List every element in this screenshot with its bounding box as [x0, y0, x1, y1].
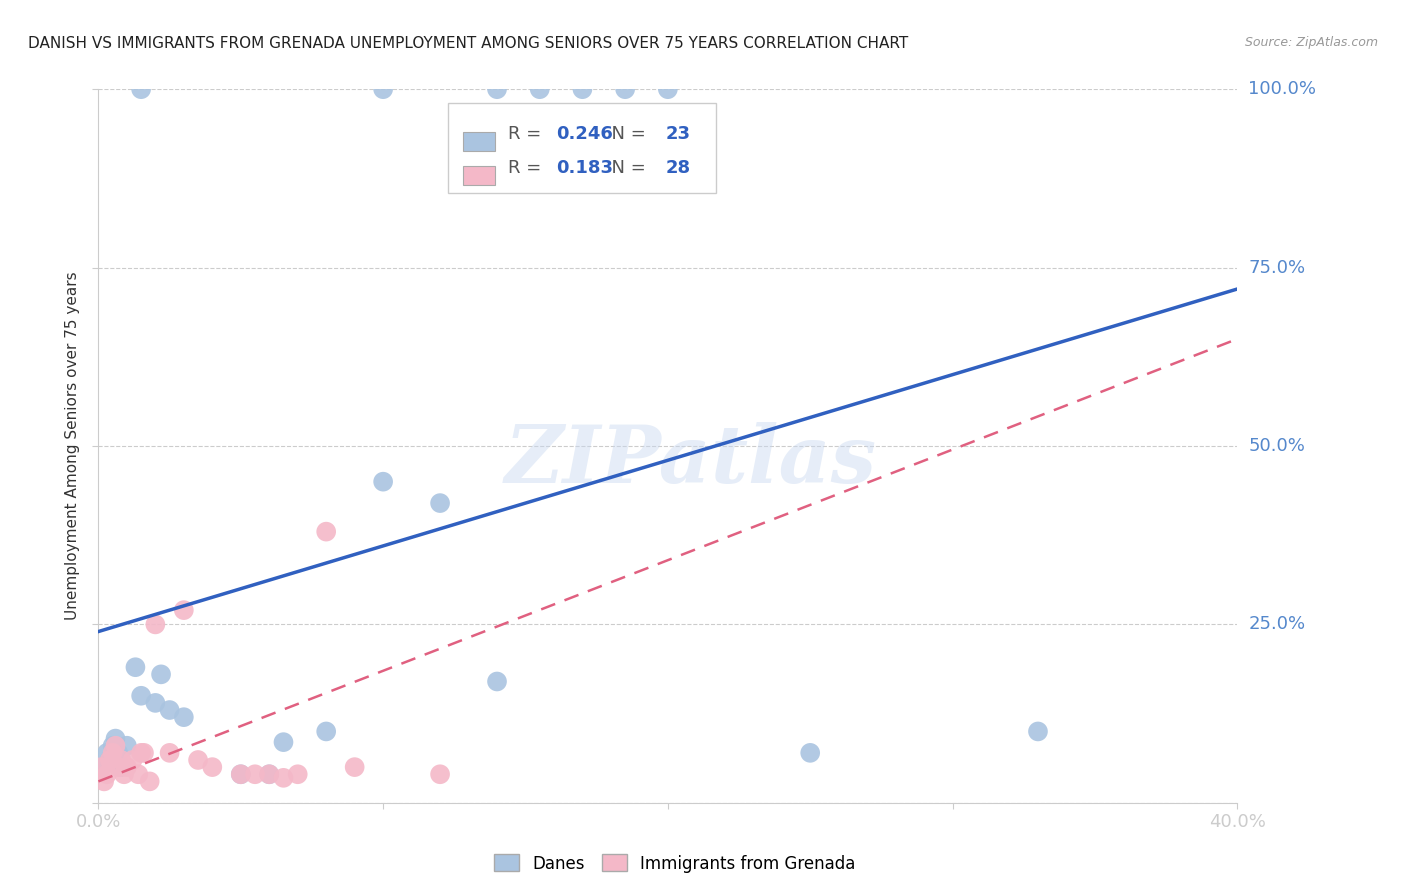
Point — [429, 496, 451, 510]
Point — [121, 753, 143, 767]
Text: 75.0%: 75.0% — [1249, 259, 1306, 277]
Point — [486, 674, 509, 689]
Text: 0.246: 0.246 — [557, 125, 613, 143]
Point — [571, 82, 593, 96]
Point — [201, 760, 224, 774]
Point — [229, 767, 252, 781]
Point — [110, 760, 132, 774]
Point — [98, 753, 121, 767]
Point — [150, 667, 173, 681]
Point — [1026, 724, 1049, 739]
Point — [259, 767, 281, 781]
Y-axis label: Unemployment Among Seniors over 75 years: Unemployment Among Seniors over 75 years — [65, 272, 80, 620]
Point — [127, 767, 149, 781]
Point — [107, 760, 129, 774]
Text: Source: ZipAtlas.com: Source: ZipAtlas.com — [1244, 36, 1378, 49]
Point — [273, 735, 295, 749]
Point — [315, 524, 337, 539]
Point — [101, 739, 124, 753]
Text: 100.0%: 100.0% — [1249, 80, 1316, 98]
Text: DANISH VS IMMIGRANTS FROM GRENADA UNEMPLOYMENT AMONG SENIORS OVER 75 YEARS CORRE: DANISH VS IMMIGRANTS FROM GRENADA UNEMPL… — [28, 36, 908, 51]
Point — [115, 739, 138, 753]
Point — [101, 746, 124, 760]
Point — [229, 767, 252, 781]
Text: 0.183: 0.183 — [557, 159, 613, 177]
Text: N =: N = — [599, 125, 651, 143]
Text: 23: 23 — [665, 125, 690, 143]
Point — [259, 767, 281, 781]
Point — [96, 767, 118, 781]
Text: 28: 28 — [665, 159, 690, 177]
Point — [486, 82, 509, 96]
Point — [657, 82, 679, 96]
Point — [243, 767, 266, 781]
Point — [429, 767, 451, 781]
Point — [614, 82, 637, 96]
Point — [159, 703, 181, 717]
FancyBboxPatch shape — [449, 103, 716, 193]
Point — [93, 774, 115, 789]
Point — [129, 689, 152, 703]
Point — [173, 710, 195, 724]
Text: R =: R = — [509, 125, 547, 143]
Point — [287, 767, 309, 781]
Point — [90, 760, 112, 774]
Legend: Danes, Immigrants from Grenada: Danes, Immigrants from Grenada — [488, 847, 862, 880]
Point — [132, 746, 155, 760]
Point — [129, 746, 152, 760]
Point — [112, 767, 135, 781]
Point — [529, 82, 551, 96]
Point — [373, 475, 395, 489]
Point — [799, 746, 821, 760]
Point — [96, 746, 118, 760]
Point — [110, 753, 132, 767]
Point — [145, 696, 167, 710]
Text: ZIPatlas: ZIPatlas — [505, 422, 877, 499]
Text: R =: R = — [509, 159, 547, 177]
Point — [115, 760, 138, 774]
Point — [273, 771, 295, 785]
Point — [138, 774, 160, 789]
Point — [104, 731, 127, 746]
Point — [173, 603, 195, 617]
Point — [159, 746, 181, 760]
Point — [90, 760, 112, 774]
Point — [104, 739, 127, 753]
Point — [129, 82, 152, 96]
Point — [145, 617, 167, 632]
Point — [187, 753, 209, 767]
FancyBboxPatch shape — [463, 166, 495, 185]
Text: 25.0%: 25.0% — [1249, 615, 1306, 633]
FancyBboxPatch shape — [463, 132, 495, 152]
Point — [373, 82, 395, 96]
Point — [98, 753, 121, 767]
Point — [315, 724, 337, 739]
Point — [107, 746, 129, 760]
Text: 50.0%: 50.0% — [1249, 437, 1305, 455]
Text: N =: N = — [599, 159, 651, 177]
Point — [124, 660, 146, 674]
Point — [343, 760, 366, 774]
